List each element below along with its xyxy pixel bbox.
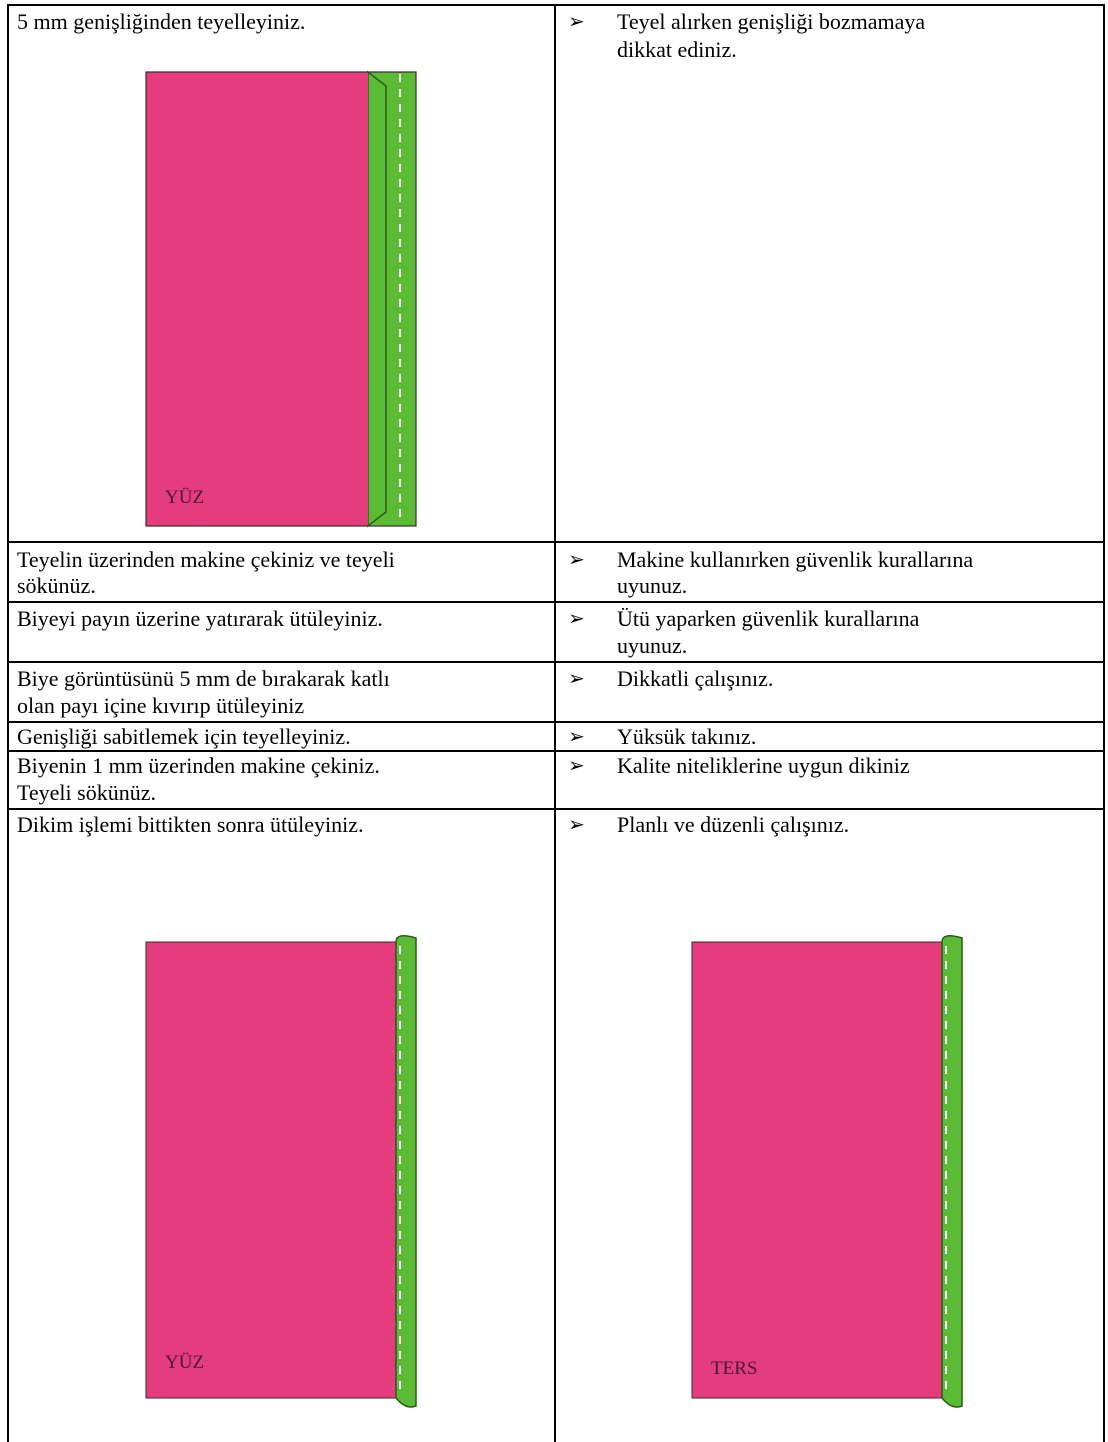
arrowhead-bullet-icon: ➢ — [568, 755, 585, 777]
row-divider — [7, 750, 1105, 752]
arrowhead-bullet-icon: ➢ — [568, 549, 585, 571]
tip-text: Kalite niteliklerine uygun dikiniz — [617, 753, 910, 778]
arrowhead-bullet-icon: ➢ — [568, 668, 585, 690]
figure-outline — [145, 71, 417, 527]
tip-text: Ütü yaparken güvenlik kurallarına — [617, 606, 920, 631]
tip-text: uyunuz. — [617, 633, 688, 658]
tip-text: Makine kullanırken güvenlik kurallarına — [617, 547, 974, 572]
row-divider — [7, 661, 1105, 663]
step-text: 5 mm genişliğinden teyelleyiniz. — [17, 9, 306, 34]
arrowhead-bullet-icon: ➢ — [568, 608, 585, 630]
tip-text: Planlı ve düzenli çalışınız. — [617, 812, 850, 837]
fabric-face-label: YÜZ — [165, 487, 204, 508]
tip-text: Yüksük takınız. — [617, 724, 757, 749]
table-border-top — [7, 4, 1105, 6]
step-text: Teyelin üzerinden makine çekiniz ve teye… — [17, 547, 395, 572]
fabric-face-label: YÜZ — [165, 1352, 204, 1373]
fabric-panel — [146, 72, 368, 526]
arrowhead-bullet-icon: ➢ — [568, 814, 585, 836]
row-divider — [7, 721, 1105, 723]
folded-binding-edge — [367, 70, 387, 528]
basting-figure: YÜZ — [145, 70, 417, 528]
finished-back-figure: TERS — [691, 935, 963, 1408]
fabric-panel — [145, 941, 397, 1399]
table-border-middle — [554, 4, 556, 1442]
table-border-left — [7, 4, 9, 1442]
step-text: Biyeyi payın üzerine yatırarak ütüleyini… — [17, 606, 383, 631]
step-text: Genişliği sabitlemek için teyelleyiniz. — [17, 724, 351, 749]
step-text: sökünüz. — [17, 573, 96, 598]
row-divider — [7, 601, 1105, 603]
step-text: Biye görüntüsünü 5 mm de bırakarak katlı — [17, 666, 390, 691]
tip-text: uyunuz. — [617, 573, 688, 598]
tip-text: Dikkatli çalışınız. — [617, 666, 774, 691]
fabric-back-label: TERS — [711, 1358, 757, 1379]
step-text: olan payı içine kıvırıp ütüleyiniz — [17, 693, 305, 718]
step-text: Teyeli sökünüz. — [17, 780, 156, 805]
row-divider — [7, 808, 1105, 810]
step-text: Biyenin 1 mm üzerinden makine çekiniz. — [17, 753, 380, 778]
fabric-panel — [691, 941, 943, 1399]
table-border-right — [1103, 4, 1105, 1442]
tip-text: dikkat ediniz. — [617, 37, 737, 62]
arrowhead-bullet-icon: ➢ — [568, 726, 585, 748]
arrowhead-bullet-icon: ➢ — [568, 11, 585, 33]
step-text: Dikim işlemi bittikten sonra ütüleyiniz. — [17, 812, 364, 837]
row-divider — [7, 541, 1105, 543]
tip-text: Teyel alırken genişliği bozmamaya — [617, 9, 926, 34]
finished-front-figure: YÜZ — [145, 935, 417, 1408]
